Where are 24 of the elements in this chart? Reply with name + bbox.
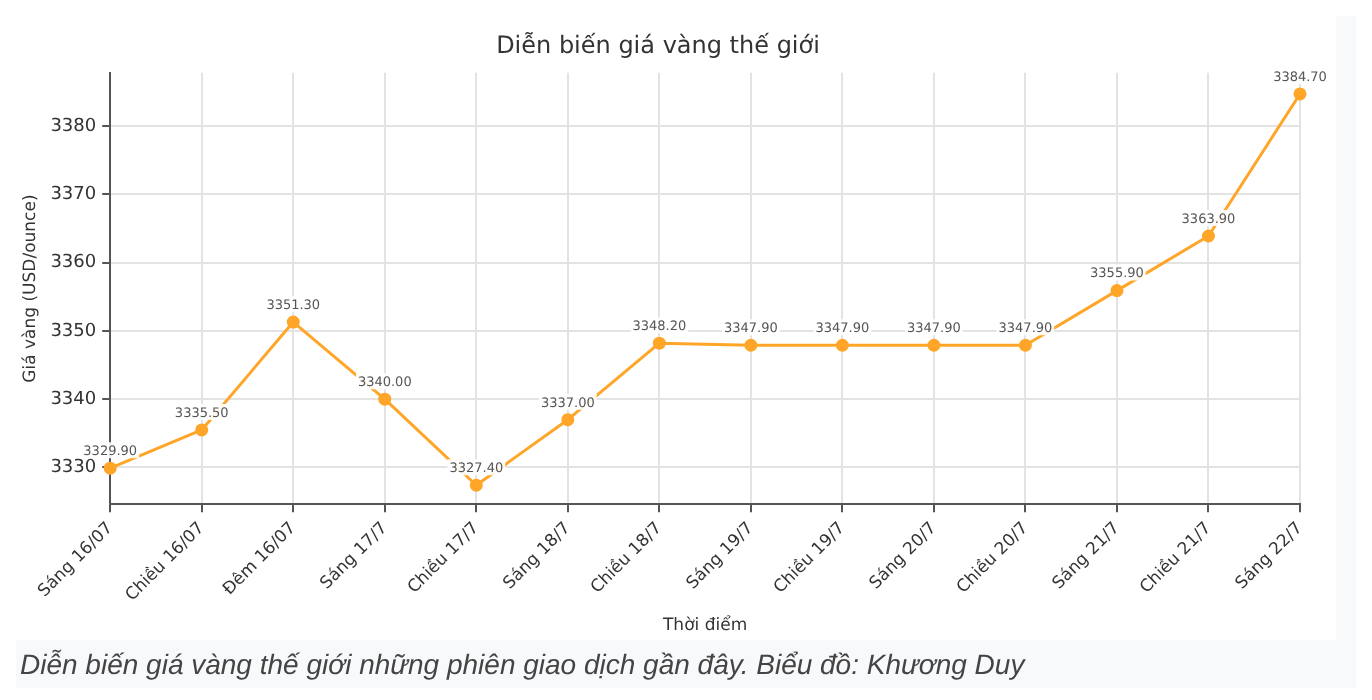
y-axis-title: Giá vàng (USD/ounce) [20,194,41,383]
y-tick-label: 3360 [50,253,97,274]
y-tick-label: 3370 [50,185,97,206]
y-tick-label: 3330 [50,458,97,479]
point [286,315,300,329]
point [195,423,209,437]
chart-title: Diễn biến giá vàng thế giới [496,30,820,59]
point [744,338,758,352]
point [1293,87,1307,101]
point [103,461,117,475]
point [1018,338,1032,352]
y-tick-label: 3340 [50,389,97,410]
y-tick-label: 3350 [50,321,97,342]
point [835,338,849,352]
point [927,338,941,352]
point [652,336,666,350]
text: Diễn biến giá vàng thế giới những phiên giao dịch gần đây. Biểu đồ: Khương Duy [18,646,1028,684]
point [469,478,483,492]
x-axis-title: Thời điểm [660,614,748,637]
y-tick-label: 3380 [50,116,97,137]
point [561,413,575,427]
point [1110,284,1124,298]
point [1201,229,1215,243]
point [378,392,392,406]
